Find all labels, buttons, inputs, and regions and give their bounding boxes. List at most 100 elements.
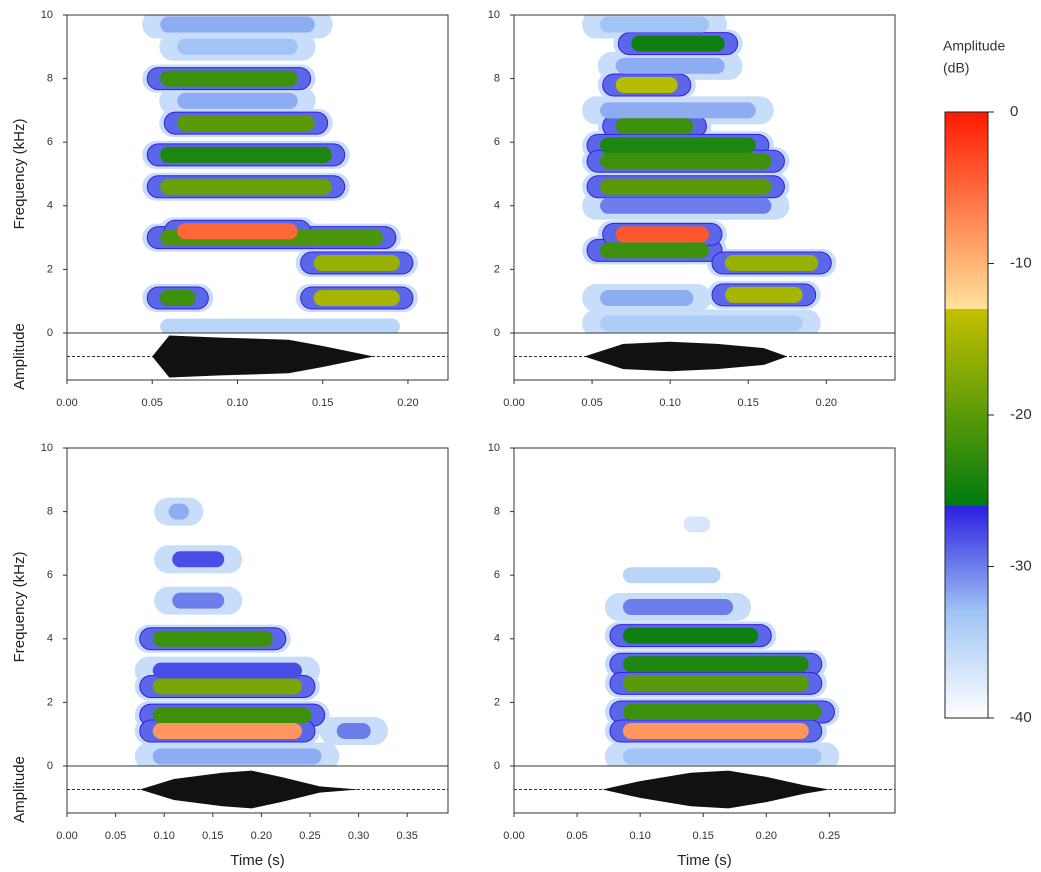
spectral-band <box>631 35 725 52</box>
spectral-band <box>622 599 734 615</box>
spectral-band <box>600 315 803 332</box>
x-tick-label: 0.30 <box>348 830 369 842</box>
spectral-band <box>600 137 756 154</box>
spectral-band <box>159 290 196 307</box>
spectral-band <box>172 592 225 609</box>
x-tick-label: 0.20 <box>816 397 837 409</box>
spectral-band <box>600 178 772 195</box>
x-axis-label: Time (s) <box>230 852 284 869</box>
spectral-band <box>177 223 298 240</box>
panel: 0 2 4 6 8 10 0.00 0.05 0.10 0.15 0.20 Frequency (kH… <box>11 9 449 409</box>
panel: 0 2 4 6 8 10 0.00 0.05 0.10 0.15 0.20 0.25 Time (s) <box>488 442 896 869</box>
colorbar-tick-label: -40 <box>1010 709 1032 726</box>
spectral-band <box>600 197 772 214</box>
spectral-band <box>152 662 302 679</box>
spectrogram <box>142 15 418 333</box>
spectral-band <box>313 290 400 307</box>
colorbar-title: Amplitude <box>943 38 1005 54</box>
spectrogram <box>134 497 389 766</box>
x-tick-label: 0.20 <box>251 830 272 842</box>
x-tick-label: 0.05 <box>566 830 587 842</box>
spectral-band <box>724 255 819 272</box>
spectral-band <box>622 748 822 765</box>
x-tick-label: 0.25 <box>819 830 840 842</box>
spectral-band <box>160 318 400 333</box>
y-tick-label: 6 <box>47 136 53 148</box>
spectral-band <box>600 153 772 170</box>
spectral-band <box>172 551 225 568</box>
y-axis-label: Frequency (kHz) <box>11 552 28 663</box>
y-tick-label: 10 <box>488 442 500 454</box>
x-tick-label: 0.20 <box>397 397 418 409</box>
spectral-band <box>615 57 725 74</box>
spectral-band <box>177 115 315 132</box>
spectral-band <box>683 516 711 533</box>
spectral-band <box>177 92 298 109</box>
y-tick-label: 4 <box>494 633 500 645</box>
spectral-band <box>160 70 298 87</box>
y-tick-label: 8 <box>47 73 53 85</box>
colorbar-tick-label: -30 <box>1010 557 1032 574</box>
y-tick-label: 0 <box>494 760 500 772</box>
spectral-band <box>160 146 332 163</box>
colorbar-tick-label: 0 <box>1010 103 1018 120</box>
spectral-band <box>160 16 315 33</box>
y-tick-label: 2 <box>47 263 53 275</box>
amplitude-label: Amplitude <box>11 756 28 823</box>
spectral-band <box>615 226 709 243</box>
waveform <box>602 770 830 809</box>
spectral-band <box>152 630 273 647</box>
amplitude-label: Amplitude <box>11 323 28 390</box>
y-tick-label: 8 <box>494 506 500 518</box>
colorbar-tick-label: -10 <box>1010 254 1032 271</box>
x-tick-label: 0.20 <box>756 830 777 842</box>
spectral-band <box>622 656 809 673</box>
y-tick-label: 2 <box>494 263 500 275</box>
spectral-band <box>152 748 322 765</box>
spectrogram <box>582 15 837 333</box>
spectral-band <box>600 16 709 33</box>
spectral-band <box>336 723 371 740</box>
y-tick-label: 0 <box>47 760 53 772</box>
waveform <box>584 341 788 372</box>
spectral-band <box>724 286 803 303</box>
spectral-band <box>615 76 678 93</box>
colorbar-tick-label: -20 <box>1010 406 1032 423</box>
y-tick-label: 2 <box>494 696 500 708</box>
y-tick-label: 6 <box>494 569 500 581</box>
spectral-band <box>152 678 302 695</box>
x-tick-label: 0.25 <box>299 830 320 842</box>
y-tick-label: 4 <box>47 200 53 212</box>
y-tick-label: 8 <box>47 506 53 518</box>
y-tick-label: 8 <box>494 73 500 85</box>
x-tick-label: 0.00 <box>56 830 77 842</box>
x-tick-label: 0.35 <box>396 830 417 842</box>
x-tick-label: 0.00 <box>56 397 77 409</box>
spectral-band <box>622 627 759 644</box>
spectral-band <box>600 242 709 259</box>
x-tick-label: 0.05 <box>581 397 602 409</box>
panel: 0 2 4 6 8 10 0.00 0.05 0.10 0.15 0.20 0.25 0.30 0.35 F… <box>11 442 449 869</box>
x-tick-label: 0.10 <box>227 397 248 409</box>
x-tick-label: 0.05 <box>142 397 163 409</box>
y-tick-label: 6 <box>47 569 53 581</box>
spectral-band <box>622 703 822 720</box>
spectral-band <box>313 255 400 272</box>
x-tick-label: 0.10 <box>659 397 680 409</box>
spectral-band <box>152 707 312 724</box>
x-tick-label: 0.15 <box>738 397 759 409</box>
y-tick-label: 0 <box>47 327 53 339</box>
y-tick-label: 4 <box>494 200 500 212</box>
y-tick-label: 10 <box>41 9 53 21</box>
x-axis-label: Time (s) <box>677 852 731 869</box>
x-tick-label: 0.00 <box>503 397 524 409</box>
x-tick-label: 0.15 <box>693 830 714 842</box>
waveform <box>152 335 374 378</box>
x-tick-label: 0.05 <box>105 830 126 842</box>
spectral-band <box>168 503 189 520</box>
spectral-band <box>600 290 694 307</box>
panel: 0 2 4 6 8 10 0.00 0.05 0.10 0.15 0.20 <box>488 9 896 409</box>
y-tick-label: 2 <box>47 696 53 708</box>
spectral-band <box>615 118 694 135</box>
